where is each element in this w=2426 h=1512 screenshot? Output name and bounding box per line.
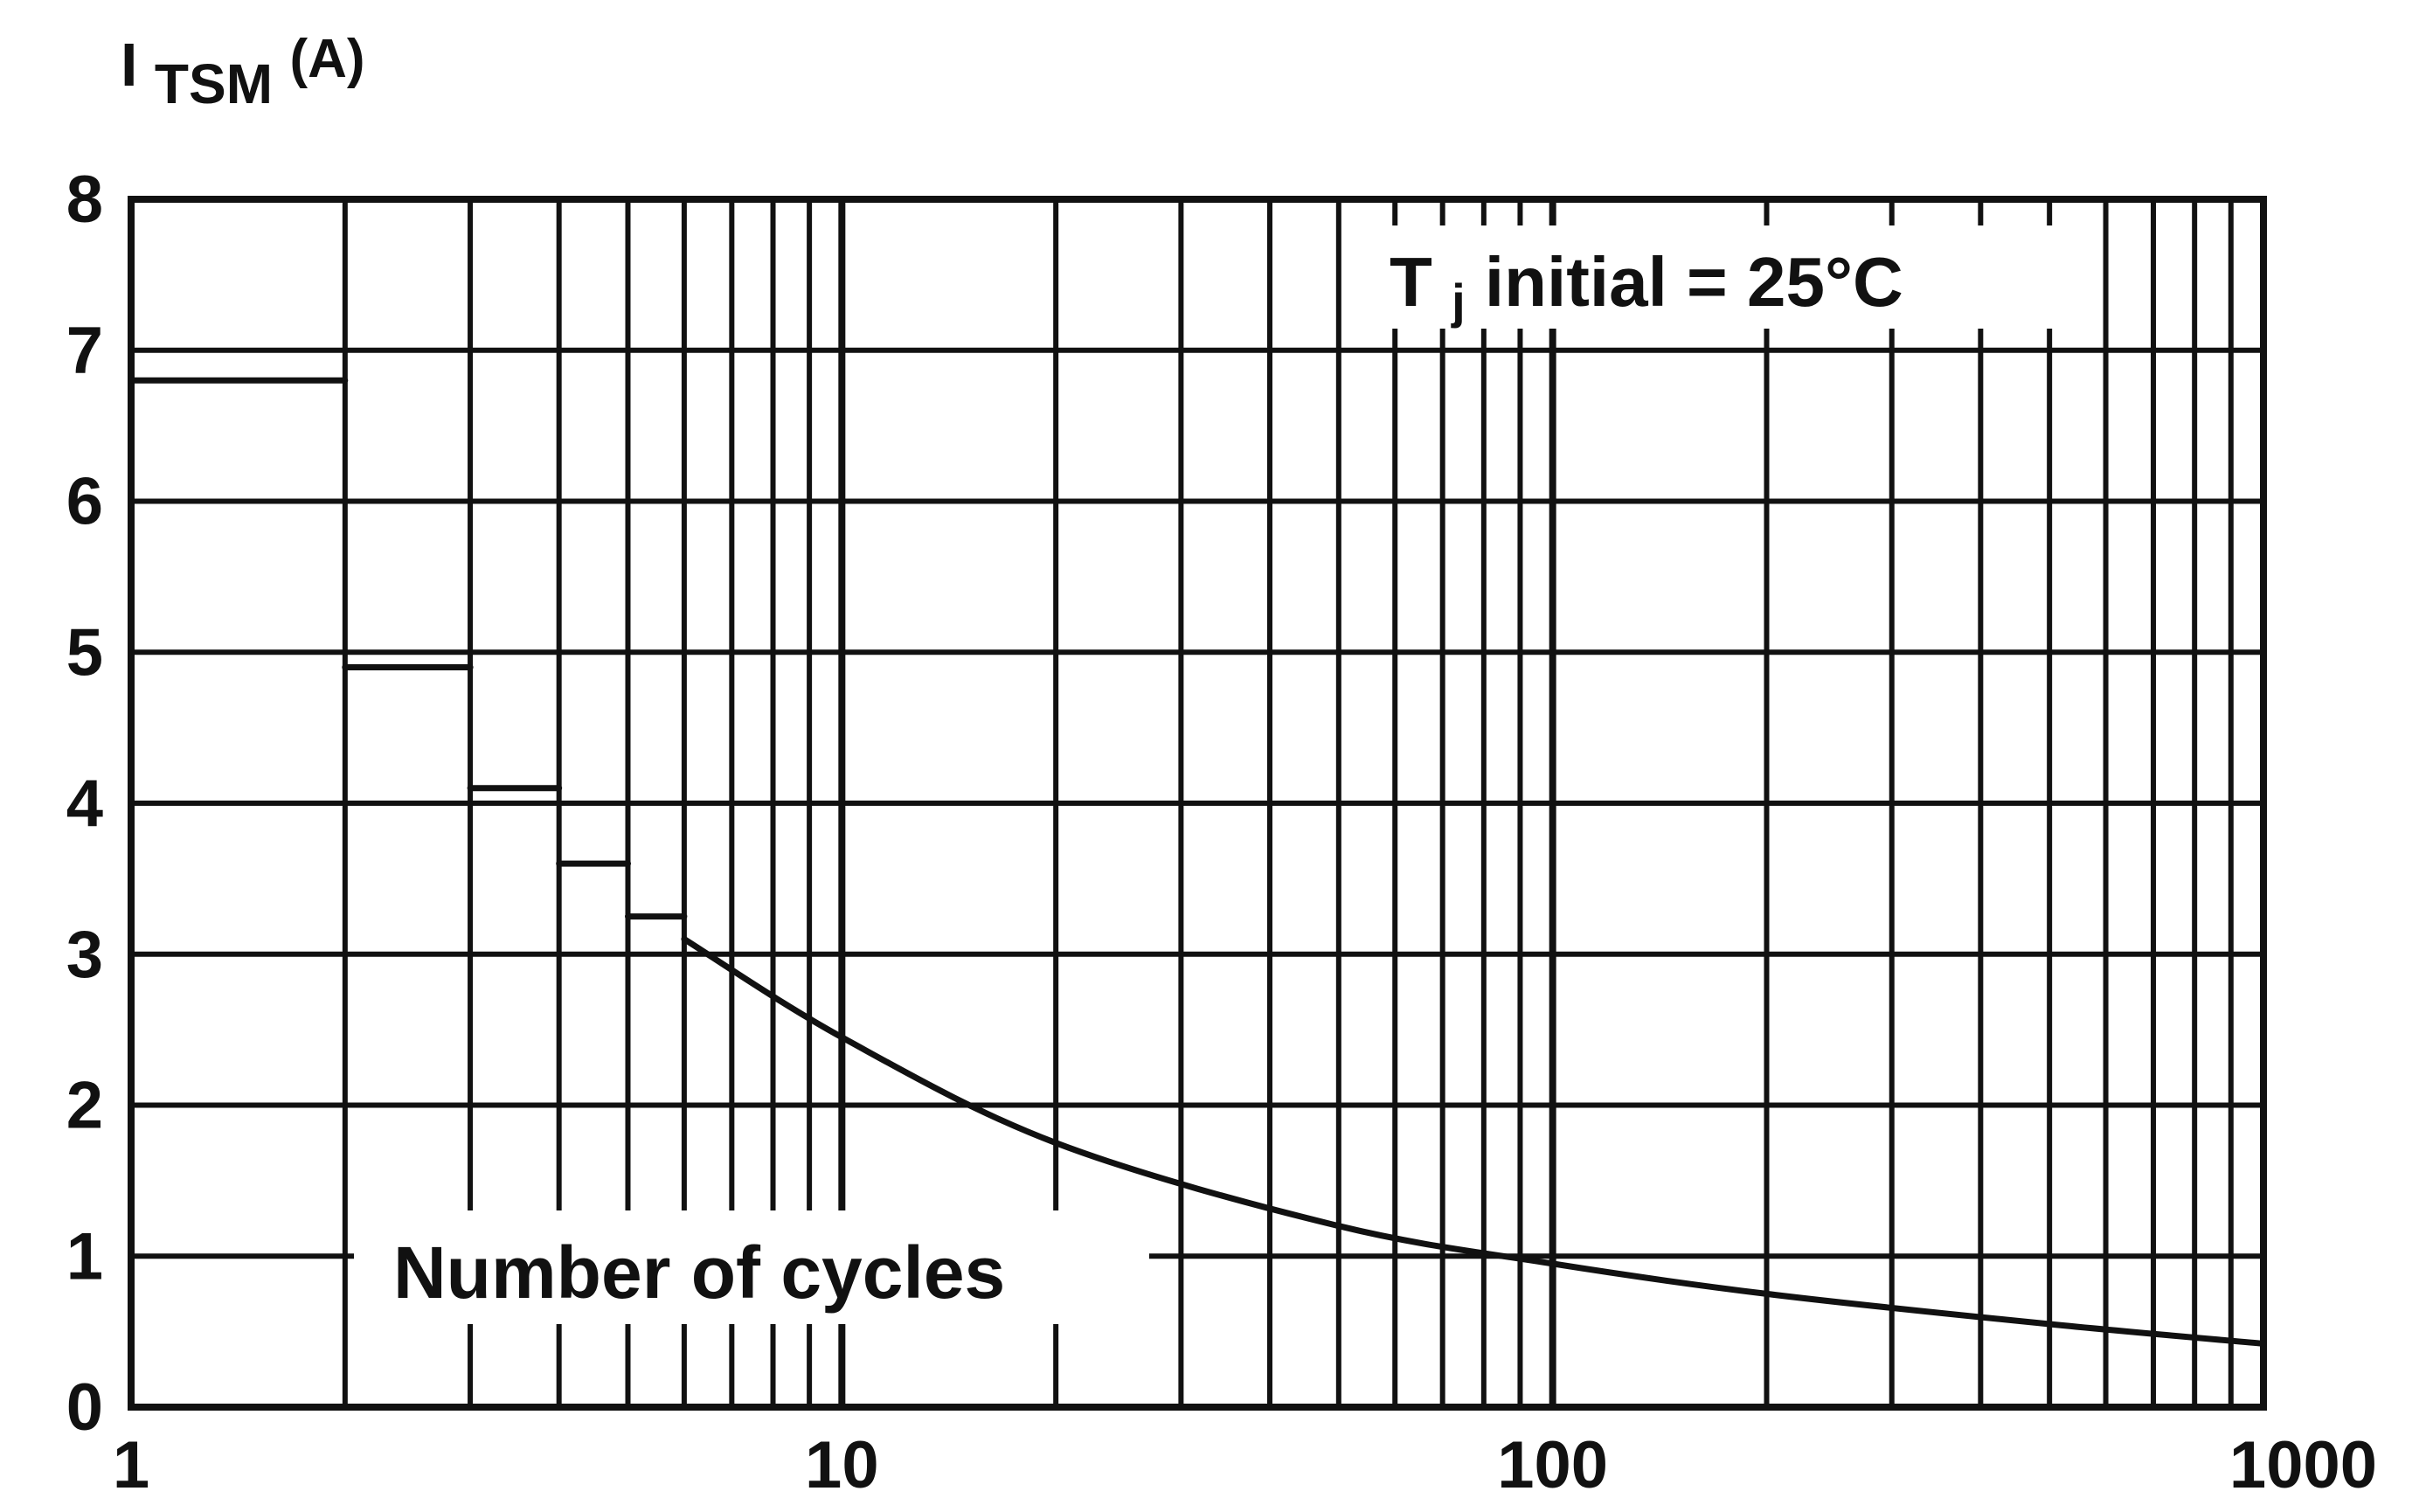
grid [128,197,2263,1410]
y-tick-label: 0 [66,1370,103,1445]
annotation-background [1368,225,2076,329]
temperature-annotation: T j initial = 25°C [1390,243,1903,333]
x-tick-label: 100 [1497,1428,1608,1502]
y-tick-label: 1 [66,1219,103,1294]
y-tick-label: 5 [66,615,103,690]
y-tick-label: 2 [66,1069,103,1143]
y-tick-label: 8 [66,163,103,237]
y-axis-label-subscript: TSM [155,52,273,115]
plot-frame [128,196,2267,1411]
y-tick-label: 3 [66,918,103,992]
series-group [128,377,2267,1347]
x-tick-label: 1 [113,1428,149,1502]
y-tick-label: 6 [66,465,103,539]
x-axis-label-background [354,1210,1149,1324]
annotation-prefix: T [1390,243,1432,321]
y-axis-label-unit: (A) [289,29,364,89]
x-tick-label: 1000 [2229,1428,2377,1502]
series-step-line [128,377,688,920]
series-decay-curve [681,936,2267,1347]
y-tick-label: 7 [66,314,103,388]
x-tick-label: 10 [805,1428,879,1502]
annotation-subscript: j [1451,274,1466,329]
annotation-text: initial = 25°C [1485,243,1903,321]
plot-border [128,196,2267,1411]
x-axis-label: Number of cycles [393,1231,1005,1314]
y-axis-label-main: I [121,31,137,99]
y-axis-label: I TSM (A) [121,29,365,116]
y-tick-label: 4 [66,766,103,841]
